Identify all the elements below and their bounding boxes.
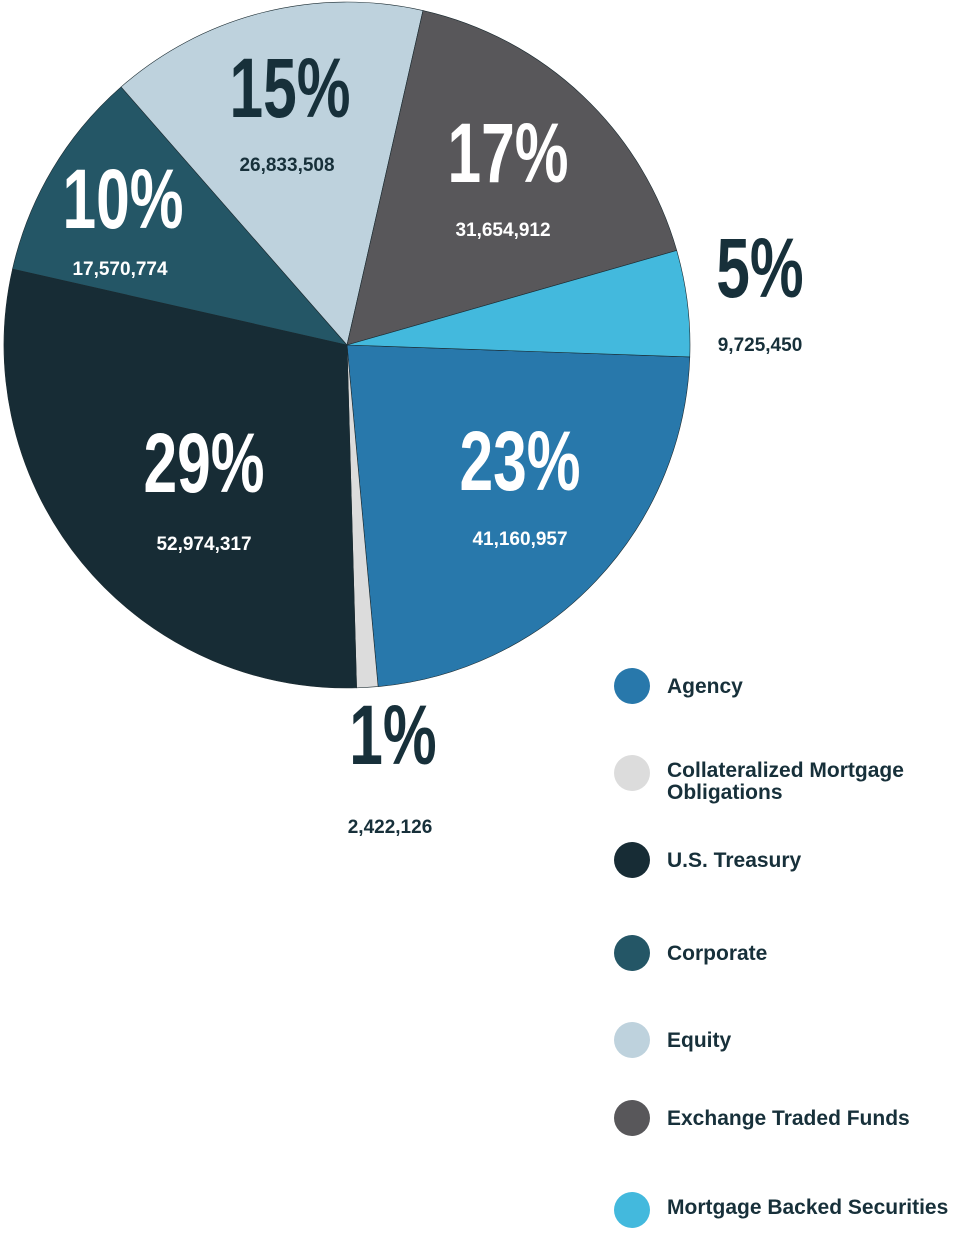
slice [346,10,678,346]
amount-label: 31,654,912 [455,220,550,241]
percent-label: 23% [459,414,580,508]
legend-label: Equity [667,1029,732,1052]
legend-label: Collateralized Mortgage Obligations [667,759,904,804]
legend-swatch [614,935,650,971]
legend-swatch [614,1022,650,1058]
legend-label: Corporate [667,942,768,965]
percent-label: 5% [716,221,803,315]
legend-label: Mortgage Backed Securities [667,1196,949,1219]
legend-swatch [614,1100,650,1136]
slice [346,344,691,687]
slice [120,1,424,346]
legend-swatch [614,755,650,791]
percent-label: 10% [62,152,183,246]
slice [12,86,348,346]
legend-swatch [614,668,650,704]
percent-label: 1% [349,688,436,782]
legend-label: Exchange Traded Funds [667,1107,910,1130]
amount-label: 2,422,126 [348,817,433,838]
legend-label: Agency [667,675,743,698]
amount-label: 9,725,450 [718,335,803,356]
percent-label: 17% [447,106,568,200]
legend-swatch [614,842,650,878]
slice [3,268,357,689]
amount-label: 26,833,508 [239,155,334,176]
slice [346,250,691,358]
amount-label: 41,160,957 [472,529,567,550]
amount-label: 52,974,317 [156,534,251,555]
legend-swatch [614,1192,650,1228]
percent-label: 15% [229,41,350,135]
amount-label: 17,570,774 [72,259,168,280]
percent-label: 29% [143,416,264,510]
legend-label: U.S. Treasury [667,849,802,872]
